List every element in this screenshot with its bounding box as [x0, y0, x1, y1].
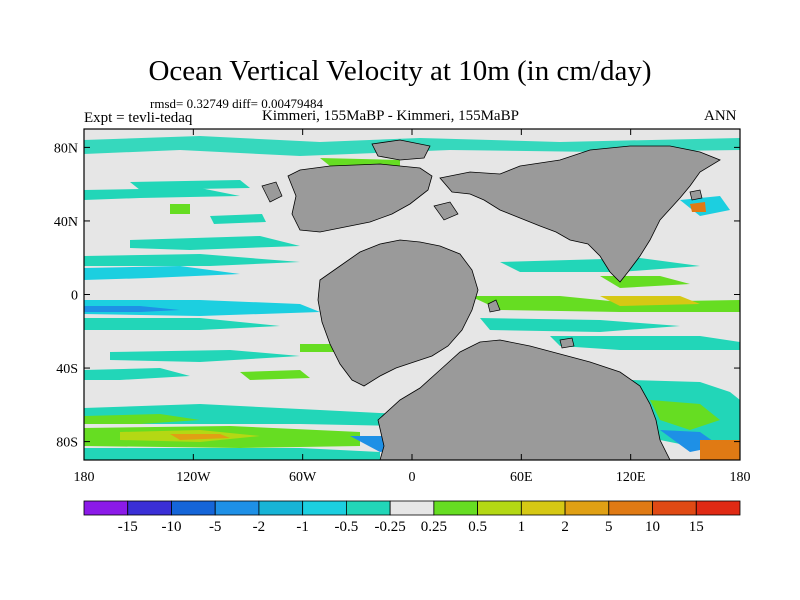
comparison-label: Kimmeri, 155MaBP - Kimmeri, 155MaBP: [262, 108, 519, 124]
map-title: Ocean Vertical Velocity at 10m (in cm/da…: [148, 55, 652, 87]
colorbar-swatch: [433, 500, 479, 516]
colorbar-label: -5: [209, 519, 222, 535]
colorbar-label: 1: [518, 519, 526, 535]
colorbar-swatch: [258, 500, 304, 516]
lon-tick-label: 60W: [289, 470, 317, 485]
colorbar: -15 -10 -5 -2 -1 -0.5 -0.25 0.25 0.5 1 2 5 10 15: [83, 500, 741, 535]
latitude-axis: 80N 40N 0 40S 80S: [54, 141, 740, 451]
lon-tick-label: 120W: [176, 470, 211, 485]
lon-tick-label: 60E: [510, 470, 533, 485]
colorbar-swatch: [171, 500, 216, 516]
colorbar-swatch: [695, 500, 741, 516]
colorbar-label: -0.25: [375, 519, 406, 535]
lat-tick-label: 0: [71, 289, 78, 304]
longitude-axis: 180 120W 60W 0 60E 120E 180: [74, 129, 751, 485]
colorbar-label: 5: [605, 519, 613, 535]
colorbar-label: 0.5: [468, 519, 487, 535]
colorbar-label: -2: [253, 519, 266, 535]
colorbar-swatch: [477, 500, 522, 516]
lon-tick-label: 0: [409, 470, 416, 485]
colorbar-swatch: [83, 500, 129, 516]
colorbar-label: -15: [118, 519, 138, 535]
colorbar-label: -0.5: [335, 519, 359, 535]
colorbar-swatch: [608, 500, 653, 516]
colorbar-swatch: [127, 500, 172, 516]
colorbar-label: -10: [161, 519, 181, 535]
lon-tick-label: 180: [74, 470, 95, 485]
map-panel: [84, 129, 740, 460]
colorbar-swatch: [214, 500, 260, 516]
lat-tick-label: 80S: [56, 436, 78, 451]
colorbar-swatch: [564, 500, 610, 516]
stats-label: rmsd= 0.32749 diff= 0.00479484: [150, 96, 323, 111]
colorbar-label: -1: [296, 519, 309, 535]
lat-tick-label: 40S: [56, 362, 78, 377]
land-masses: [287, 139, 721, 460]
colorbar-label: 10: [645, 519, 660, 535]
colorbar-swatch: [345, 500, 391, 516]
lon-tick-label: 120E: [616, 470, 646, 485]
colorbar-swatch: [520, 500, 566, 516]
colorbar-swatch: [652, 500, 697, 516]
colorbar-label: 2: [561, 519, 569, 535]
season-label: ANN: [704, 108, 737, 124]
lon-tick-label: 180: [730, 470, 751, 485]
colorbar-swatch: [389, 500, 435, 516]
islands: [261, 181, 703, 349]
experiment-label: Expt = tevli-tedaq: [84, 110, 193, 126]
lat-tick-label: 40N: [54, 215, 78, 230]
colorbar-label: 15: [689, 519, 704, 535]
lat-tick-label: 80N: [54, 141, 78, 156]
colorbar-swatch: [302, 500, 347, 516]
colorbar-label: 0.25: [421, 519, 447, 535]
